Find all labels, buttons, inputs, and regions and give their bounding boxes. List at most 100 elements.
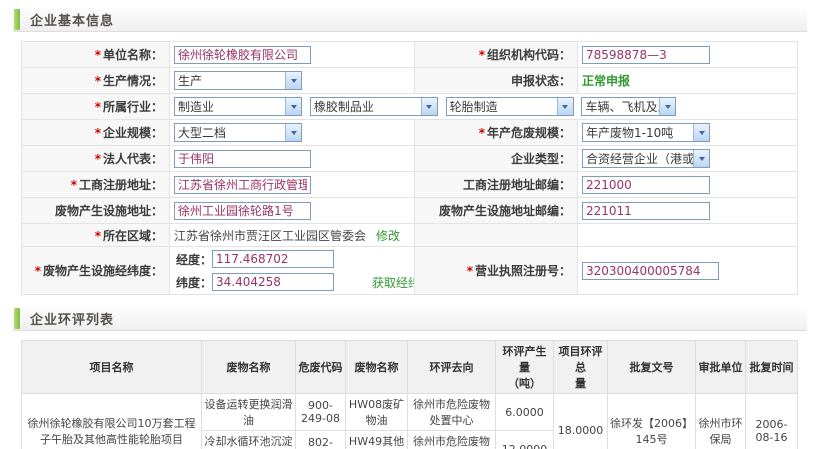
declare-status-value: 正常申报 xyxy=(582,74,631,88)
reg-zip-input[interactable] xyxy=(582,175,710,194)
row-facility-address: 废物产生设施地址： 废物产生设施地址邮编： xyxy=(21,197,798,224)
get-coordinates-link[interactable]: 获取经纬度 xyxy=(372,275,414,290)
hw-code-cell: 900-249-08 xyxy=(295,393,346,431)
annual-hw-scale-label: 年产危废规模： xyxy=(486,126,571,140)
region-value: 江苏省徐州市贾汪区工业园区管委会 xyxy=(174,228,367,243)
facility-zip-input[interactable] xyxy=(582,201,710,220)
approval-date-cell: 2006-08-16 xyxy=(745,393,798,449)
eia-row-1: 徐州徐轮橡胶有限公司10万套工程子午胎及其他高性能轮胎项目 设备运转更换润滑油 … xyxy=(21,393,798,449)
col-eia-amount: 环评产生量 （吨） xyxy=(495,340,554,394)
required-mark: * xyxy=(70,178,77,192)
industry-select-2[interactable]: 橡胶制品业 xyxy=(309,97,438,116)
row-production-status: * 生产情况： 生产 申报状态： 正常申报 xyxy=(21,67,798,94)
col-project-name: 项目名称 xyxy=(21,340,202,394)
unit-name-input[interactable] xyxy=(174,45,311,64)
reg-address-input[interactable] xyxy=(174,175,311,194)
latitude-row: 纬度： 获取经纬度 xyxy=(174,271,414,294)
company-type-label: 企业类型： xyxy=(510,152,571,166)
enterprise-scale-label: 企业规模： xyxy=(102,126,163,140)
production-status-select[interactable]: 生产 xyxy=(174,71,302,90)
required-mark: * xyxy=(94,152,101,166)
hw-code-cell: 802-006-49 xyxy=(295,430,346,449)
declare-status-label: 申报状态： xyxy=(510,74,571,88)
industry-select-1[interactable]: 制造业 xyxy=(174,97,302,116)
facility-address-label: 废物产生设施地址： xyxy=(54,204,163,218)
section-accent-icon xyxy=(14,9,20,30)
industry-select-4[interactable]: 车辆、飞机及工程机械轮胎制 xyxy=(581,97,677,116)
facility-address-input[interactable] xyxy=(174,201,311,220)
annual-hw-scale-select[interactable]: 年产废物1-10吨 xyxy=(582,123,710,142)
amount-cell: 12.0000 xyxy=(495,430,554,449)
coordinates-label: 废物产生设施经纬度： xyxy=(42,264,163,278)
waste-name-cell: 设备运转更换润滑油 xyxy=(201,393,296,431)
production-status-label: 生产情况： xyxy=(102,74,163,88)
row-reg-address: *工商注册地址： 工商注册地址邮编： xyxy=(21,171,798,198)
destination-cell: 徐州市危险废物处置中心 xyxy=(407,393,496,431)
facility-zip-label: 废物产生设施地址邮编： xyxy=(438,204,571,218)
amount-cell: 6.0000 xyxy=(495,393,554,431)
org-code-label: 组织机构代码： xyxy=(486,48,571,62)
eia-row-2: 冷却水循环池沉淀污泥 802-006-49 HW49其他废物 徐州市危险废物处置… xyxy=(22,430,798,449)
license-no-input[interactable] xyxy=(582,261,719,280)
approval-doc-no-cell: 徐环发【2006】145号 xyxy=(607,393,696,449)
row-industry: *所属行业： 制造业 橡胶制品业 轮胎制造 车辆、飞机及工程机械轮胎制 xyxy=(21,93,798,120)
col-eia-total: 项目环评总 量 xyxy=(553,340,608,394)
longitude-row: 经度： xyxy=(174,248,414,271)
required-mark: * xyxy=(478,48,485,62)
latitude-input[interactable] xyxy=(212,273,334,291)
required-mark: * xyxy=(94,228,101,243)
chevron-down-icon xyxy=(693,124,709,141)
col-waste-name: 废物名称 xyxy=(201,340,296,394)
enterprise-scale-select[interactable]: 大型二档 xyxy=(174,123,302,142)
required-mark: * xyxy=(94,126,101,140)
required-mark: * xyxy=(466,264,473,278)
hw-name-cell: HW49其他废物 xyxy=(345,430,408,449)
industry-label: 所属行业： xyxy=(102,100,163,114)
chevron-down-icon xyxy=(556,98,573,115)
destination-cell: 徐州市危险废物处置中心 xyxy=(407,430,496,449)
org-code-input[interactable] xyxy=(582,45,710,64)
industry-select-3[interactable]: 轮胎制造 xyxy=(445,97,574,116)
section-title-eia-list: 企业环评列表 xyxy=(30,313,115,328)
unit-name-label: 单位名称： xyxy=(102,48,163,62)
col-hw-code: 危废代码 xyxy=(295,340,346,394)
col-hw-name: 废物名称 xyxy=(345,340,408,394)
region-label: 所在区域： xyxy=(102,228,163,243)
basic-info-form: *单位名称： *组织机构代码： *生产情况： 生产 申报状态： 正常申报 *所属… xyxy=(21,41,798,295)
waste-name-cell: 冷却水循环池沉淀污泥 xyxy=(201,430,296,449)
row-coordinates: *废物产生设施经纬度： 经度： 纬度： 获取经纬度 *营业执照注册号： xyxy=(21,246,798,295)
row-region: * 所在区域： 江苏省徐州市贾汪区工业园区管委会 修改 xyxy=(21,223,798,247)
license-no-label: 营业执照注册号： xyxy=(474,264,571,278)
approval-unit-cell: 徐州市环保局 xyxy=(695,393,746,449)
row-unit-name: *单位名称： *组织机构代码： xyxy=(21,41,798,68)
required-mark: * xyxy=(94,48,101,62)
chevron-down-icon xyxy=(659,98,676,115)
modify-link[interactable]: 修改 xyxy=(376,228,401,243)
section-accent-icon xyxy=(14,308,20,329)
section-header-eia-list: 企业环评列表 xyxy=(13,307,807,331)
total-amount-cell: 18.0000 xyxy=(553,393,608,449)
section-header-basic-info: 企业基本信息 xyxy=(13,8,807,32)
col-approval-doc-no: 批复文号 xyxy=(607,340,696,394)
legal-rep-input[interactable] xyxy=(174,149,311,168)
chevron-down-icon xyxy=(285,98,301,115)
required-mark: * xyxy=(94,74,101,88)
section-title-basic-info: 企业基本信息 xyxy=(30,14,115,29)
chevron-down-icon xyxy=(285,124,301,141)
col-eia-destination: 环评去向 xyxy=(407,340,496,394)
chevron-down-icon xyxy=(420,98,437,115)
hw-name-cell: HW08废矿物油 xyxy=(345,393,408,431)
reg-address-label: 工商注册地址： xyxy=(78,178,163,192)
col-approval-unit: 审批单位 xyxy=(695,340,746,394)
reg-zip-label: 工商注册地址邮编： xyxy=(462,178,571,192)
company-type-select[interactable]: 合资经营企业（港或澳、台） xyxy=(582,149,710,168)
chevron-down-icon xyxy=(285,72,301,89)
legal-rep-label: 法人代表： xyxy=(102,152,163,166)
required-mark: * xyxy=(94,100,101,114)
project-name-cell: 徐州徐轮橡胶有限公司10万套工程子午胎及其他高性能轮胎项目 xyxy=(21,393,202,449)
longitude-input[interactable] xyxy=(212,250,334,268)
required-mark: * xyxy=(478,126,485,140)
eia-table: 项目名称 废物名称 危废代码 废物名称 环评去向 环评产生量 （吨） 项目环评总… xyxy=(21,340,798,449)
row-scale: * 企业规模： 大型二档 * 年产危废规模： 年产废物1-10吨 xyxy=(21,119,798,146)
